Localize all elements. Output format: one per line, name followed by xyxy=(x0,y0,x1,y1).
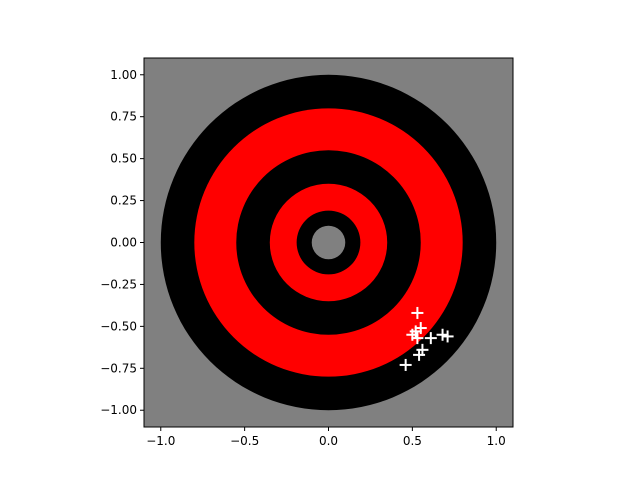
x-tick-label: 1.0 xyxy=(487,434,506,448)
shot-marker-6 xyxy=(424,332,437,345)
shot-marker-1 xyxy=(411,306,424,319)
y-tick-label: 0.50 xyxy=(110,152,137,166)
y-tick-label: 1.00 xyxy=(110,68,137,82)
x-axis: −1.0 −0.5 0.0 0.5 1.0 xyxy=(146,427,506,448)
shot-marker-5 xyxy=(411,332,424,345)
shot-markers xyxy=(399,306,454,371)
x-tick-label: 0.0 xyxy=(319,434,338,448)
shot-marker-11 xyxy=(399,358,412,371)
y-tick-label: −0.25 xyxy=(100,277,137,291)
y-tick-label: −1.00 xyxy=(100,403,137,417)
y-tick-label: 0.00 xyxy=(110,236,137,250)
shot-marker-7 xyxy=(436,328,449,341)
target-ring-6 xyxy=(311,225,346,260)
y-tick-label: −0.50 xyxy=(100,319,137,333)
shot-marker-8 xyxy=(441,330,454,343)
x-tick-label: 0.5 xyxy=(403,434,422,448)
x-tick-label: −0.5 xyxy=(230,434,259,448)
y-axis: 1.00 0.75 0.50 0.25 0.00 −0.25 −0.50 −0.75 −1.00 xyxy=(100,68,144,417)
x-tick-label: −1.0 xyxy=(146,434,175,448)
target-rings xyxy=(160,74,497,411)
shot-marker-10 xyxy=(413,348,426,361)
y-tick-label: 0.75 xyxy=(110,110,137,124)
y-tick-label: 0.25 xyxy=(110,194,137,208)
y-tick-label: −0.75 xyxy=(100,361,137,375)
